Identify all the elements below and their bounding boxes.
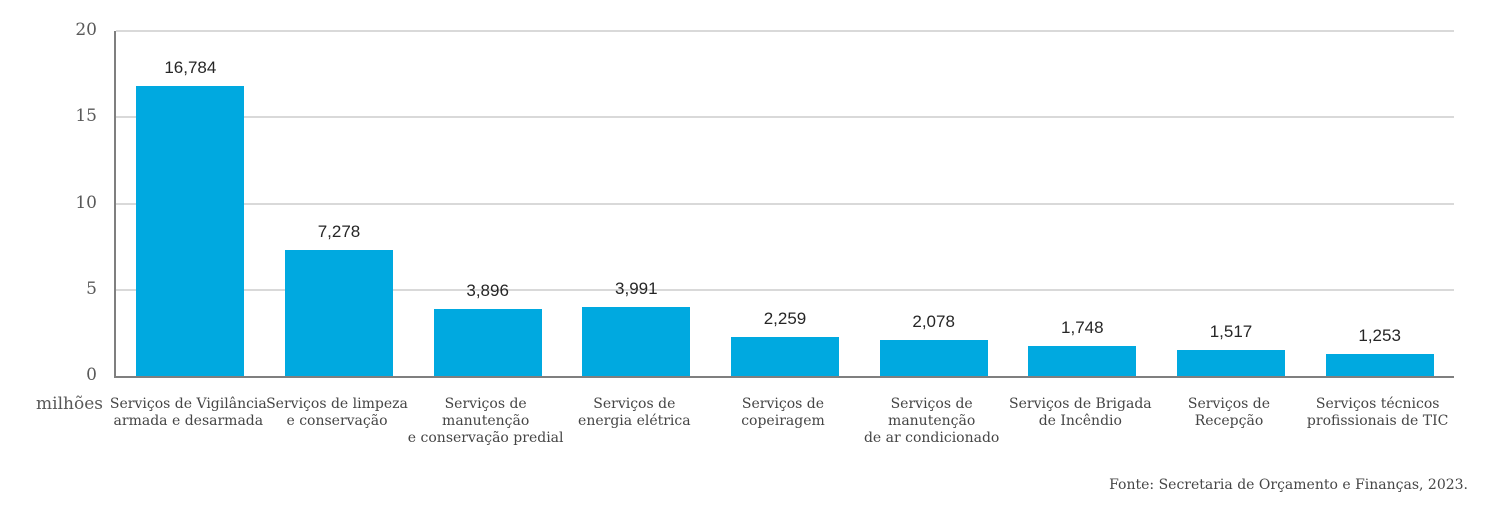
y-axis: 20 15 10 5 0 (0, 0, 97, 518)
y-axis-tick: 0 (86, 365, 97, 385)
gridline (116, 202, 1454, 205)
bar-slot: 1,253 (1305, 31, 1454, 376)
bar-slot: 2,259 (711, 31, 860, 376)
y-axis-tick: 10 (75, 192, 97, 213)
bar-value-label: 3,991 (615, 279, 658, 299)
category-label: Serviços de Recepção (1187, 396, 1271, 429)
bar-value-label: 3,896 (466, 280, 509, 300)
category-label: Serviços de Brigada de Incêndio (1009, 396, 1152, 429)
bar (582, 307, 691, 376)
category-label: Serviços de energia elétrica (578, 396, 691, 429)
y-axis-tick: 5 (86, 278, 97, 299)
category-label: Serviços de manutenção e conservação pre… (407, 396, 564, 446)
bar-slot: 7,278 (265, 31, 414, 376)
bar (1325, 354, 1434, 376)
bar-slot: 2,078 (859, 31, 1008, 376)
bar-value-label: 7,278 (317, 222, 361, 242)
bar-slot: 3,896 (413, 31, 562, 376)
bar (1028, 345, 1137, 376)
gridline (116, 288, 1454, 291)
bar-value-label: 1,748 (1061, 317, 1104, 337)
bar (730, 337, 839, 376)
bar (879, 340, 988, 376)
bar-slot: 16,784 (116, 31, 265, 376)
category-label: Serviços de copeiragem (741, 396, 825, 429)
gridline (116, 30, 1454, 32)
bar-value-label: 1,253 (1358, 326, 1401, 346)
bar-value-label: 2,078 (912, 312, 955, 332)
category-label: Serviços técnicos profissionais de TIC (1306, 396, 1449, 429)
x-axis-labels: Serviços de Vigilância armada e desarmad… (110, 396, 1452, 446)
bar-value-label: 16,784 (164, 58, 217, 78)
gridline (116, 116, 1454, 119)
bar-value-label: 2,259 (763, 309, 807, 329)
bar (433, 308, 542, 376)
source-note: Fonte: Secretaria de Orçamento e Finança… (1109, 477, 1468, 493)
bar-value-label: 1,517 (1209, 321, 1253, 341)
y-axis-tick: 20 (75, 20, 97, 40)
bar (1176, 349, 1285, 376)
y-axis-tick: 15 (75, 106, 97, 127)
bar (136, 86, 245, 376)
bar-slot: 3,991 (562, 31, 711, 376)
category-label: Serviços de manutenção de ar condicionad… (863, 396, 1000, 446)
category-label: Serviços de limpeza e conservação (266, 396, 408, 429)
bar-slot: 1,748 (1008, 31, 1157, 376)
plot-area: 16,784 7,278 3,896 3,991 2,259 2,078 1,748 1,51… (114, 30, 1454, 378)
category-label: Serviços de Vigilância armada e desarmad… (109, 396, 267, 429)
unit-label: milhões (36, 394, 103, 414)
bar (284, 250, 393, 376)
bar-slot: 1,517 (1157, 31, 1306, 376)
